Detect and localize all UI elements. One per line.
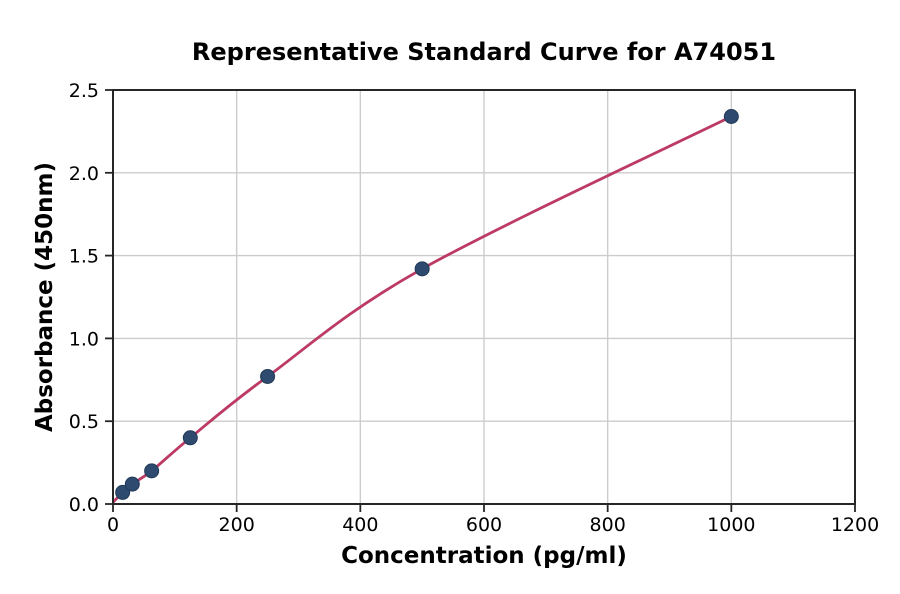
data-point-marker [124, 476, 140, 492]
curve-layer [111, 115, 732, 504]
x-tick-label: 1200 [831, 514, 879, 536]
marker-layer [115, 108, 739, 500]
x-tick-label: 400 [342, 514, 378, 536]
grid-layer [112, 89, 856, 505]
tick-layer: 0 200 400 600 800 1000 1200 0.0 0.5 1.0 1.5 2.0 2.5 [69, 80, 879, 536]
y-tick-label: 2.5 [69, 80, 99, 102]
data-point-marker [115, 484, 131, 500]
data-point-marker [144, 463, 160, 479]
data-point-marker [182, 430, 198, 446]
x-axis-label: Concentration (pg/ml) [341, 543, 627, 569]
y-tick-label: 1.5 [69, 246, 99, 268]
data-point-marker [723, 108, 739, 124]
y-tick-label: 2.0 [69, 163, 99, 185]
x-tick-label: 0 [107, 514, 119, 536]
y-tick-label: 1.0 [69, 328, 99, 350]
chart-title: Representative Standard Curve for A74051 [192, 38, 776, 66]
x-tick-label: 600 [466, 514, 502, 536]
y-axis-label: Absorbance (450nm) [32, 162, 58, 432]
y-tick-label: 0.5 [69, 411, 99, 433]
fit-curve [111, 115, 732, 504]
x-tick-label: 200 [219, 514, 255, 536]
data-point-marker [414, 261, 430, 277]
x-tick-label: 800 [590, 514, 626, 536]
x-tick-label: 1000 [707, 514, 755, 536]
y-tick-label: 0.0 [69, 494, 99, 516]
data-point-marker [260, 368, 276, 384]
